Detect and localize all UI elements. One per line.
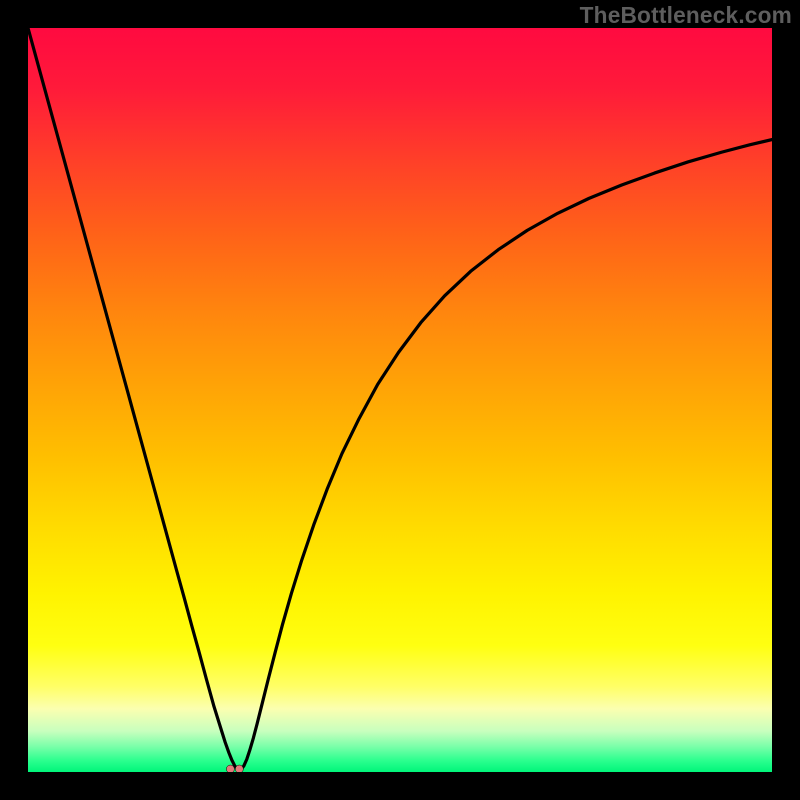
data-point-markers	[28, 28, 772, 772]
figure-root: TheBottleneck.com	[0, 0, 800, 800]
watermark-label: TheBottleneck.com	[580, 2, 792, 29]
marker-point	[226, 765, 234, 772]
plot-area	[28, 28, 772, 772]
marker-point	[235, 765, 243, 772]
